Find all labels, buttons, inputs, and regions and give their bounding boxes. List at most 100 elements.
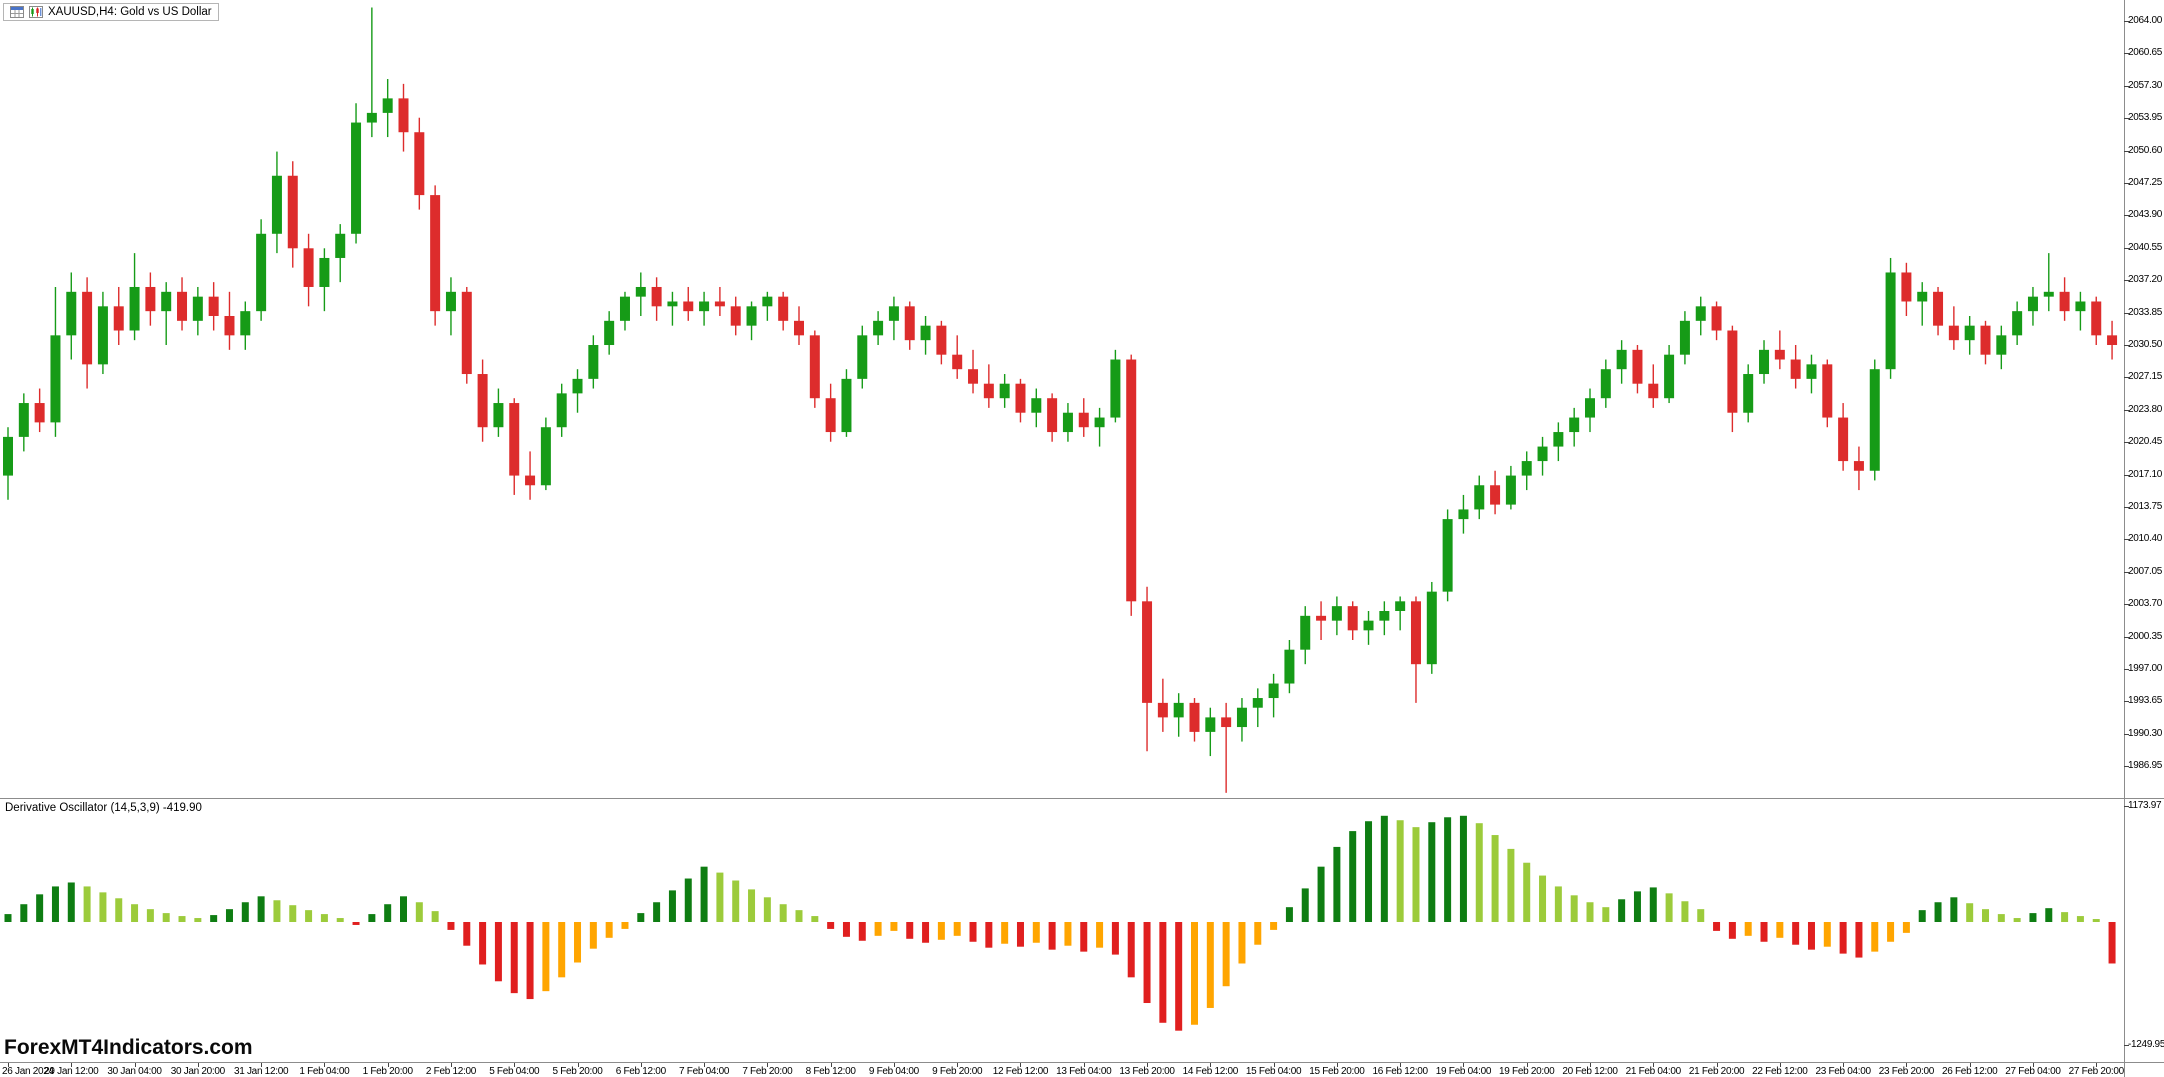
time-axis-label: 31 Jan 12:00 bbox=[233, 1066, 289, 1077]
price-axis-label: 1990.30 bbox=[2128, 727, 2163, 739]
candle bbox=[2043, 253, 2054, 312]
oscillator-bar bbox=[1807, 922, 1815, 950]
candle bbox=[1679, 311, 1690, 365]
oscillator-bar bbox=[352, 922, 360, 925]
candle bbox=[192, 286, 203, 336]
candle bbox=[699, 291, 710, 326]
candle bbox=[604, 311, 615, 355]
candle bbox=[493, 388, 504, 437]
candle bbox=[256, 219, 267, 321]
price-axis-label: 2013.75 bbox=[2128, 501, 2163, 513]
oscillator-bar bbox=[653, 902, 661, 922]
price-axis-tick bbox=[2124, 21, 2129, 22]
oscillator-bar bbox=[668, 890, 676, 922]
oscillator-bar bbox=[1950, 897, 1958, 922]
candle bbox=[730, 296, 741, 336]
time-axis-label: 22 Feb 12:00 bbox=[1752, 1066, 1808, 1077]
price-chart-canvas[interactable] bbox=[0, 0, 2124, 798]
oscillator-bar bbox=[463, 922, 471, 946]
oscillator-bar bbox=[115, 898, 123, 922]
candle bbox=[1727, 325, 1738, 433]
oscillator-bar bbox=[795, 910, 803, 922]
time-axis-tick bbox=[2032, 1063, 2034, 1067]
oscillator-bar bbox=[922, 922, 930, 943]
price-axis-tick bbox=[2124, 312, 2129, 314]
candle bbox=[1964, 315, 1975, 355]
pane-separator[interactable] bbox=[0, 798, 2164, 799]
time-axis-label: 13 Feb 04:00 bbox=[1056, 1066, 1112, 1077]
time-axis-label: 21 Feb 04:00 bbox=[1625, 1066, 1682, 1077]
time-axis-label: 20 Feb 12:00 bbox=[1562, 1066, 1618, 1077]
candle bbox=[556, 383, 567, 437]
indicator-pane-canvas[interactable] bbox=[0, 799, 2124, 1062]
watermark-text: ForexMT4Indicators.com bbox=[4, 1036, 253, 1059]
time-axis-label: 14 Feb 12:00 bbox=[1182, 1066, 1239, 1077]
candle bbox=[762, 291, 773, 321]
oscillator-bar bbox=[589, 922, 597, 949]
time-axis-tick bbox=[1336, 1063, 1338, 1067]
candle bbox=[3, 427, 13, 500]
price-axis-label: 2057.30 bbox=[2128, 79, 2163, 91]
oscillator-bar bbox=[210, 915, 218, 922]
oscillator-bar bbox=[257, 896, 265, 922]
oscillator-bar bbox=[162, 913, 170, 922]
oscillator-bar bbox=[763, 897, 771, 922]
time-axis-tick bbox=[261, 1063, 263, 1067]
candle bbox=[1853, 446, 1864, 491]
oscillator-bar bbox=[1728, 922, 1736, 939]
oscillator-bar bbox=[526, 922, 534, 1000]
time-axis-tick bbox=[1400, 1063, 1402, 1067]
oscillator-bar bbox=[1111, 922, 1119, 955]
candle bbox=[2059, 277, 2070, 321]
candle bbox=[1505, 465, 1516, 510]
oscillator-bar bbox=[1934, 902, 1942, 922]
oscillator-bar bbox=[1032, 922, 1040, 943]
price-axis-label: 2007.05 bbox=[2128, 565, 2163, 577]
candle bbox=[430, 185, 441, 326]
oscillator-bar bbox=[2092, 919, 2100, 922]
candle bbox=[888, 296, 899, 341]
time-axis-tick bbox=[71, 1063, 73, 1067]
candle bbox=[1790, 345, 1801, 389]
oscillator-bar bbox=[1048, 922, 1056, 950]
chart-list-icon[interactable] bbox=[10, 6, 24, 18]
price-axis-tick bbox=[2124, 183, 2129, 184]
oscillator-bar bbox=[368, 914, 376, 922]
time-axis-label: 27 Feb 04:00 bbox=[2005, 1066, 2061, 1077]
oscillator-bar bbox=[1380, 815, 1388, 922]
oscillator-bar bbox=[1127, 922, 1135, 978]
candle bbox=[287, 161, 298, 268]
candle bbox=[2012, 301, 2023, 346]
oscillator-bar bbox=[1523, 862, 1531, 922]
price-axis-label: 2020.45 bbox=[2128, 436, 2163, 448]
time-axis-label: 5 Feb 20:00 bbox=[552, 1066, 603, 1077]
oscillator-bar bbox=[1823, 922, 1831, 947]
price-axis-label: 1997.00 bbox=[2128, 663, 2163, 675]
oscillator-bar bbox=[605, 922, 613, 938]
oscillator-bar bbox=[1175, 922, 1183, 1031]
time-axis-label: 27 Feb 20:00 bbox=[2068, 1066, 2125, 1077]
candle bbox=[1901, 262, 1912, 316]
oscillator-bar bbox=[1554, 886, 1562, 922]
candle bbox=[1395, 596, 1406, 631]
oscillator-bar bbox=[1902, 922, 1910, 933]
time-axis-label: 1 Feb 20:00 bbox=[362, 1066, 413, 1077]
candle bbox=[857, 325, 868, 389]
price-axis-tick bbox=[2124, 85, 2129, 87]
oscillator-bar bbox=[953, 922, 961, 936]
price-axis-tick bbox=[2124, 280, 2129, 282]
candlestick-chart-icon[interactable] bbox=[29, 6, 43, 18]
candle bbox=[1948, 306, 1959, 350]
time-axis-label: 7 Feb 20:00 bbox=[742, 1066, 793, 1077]
candle bbox=[873, 311, 884, 346]
oscillator-bar bbox=[1222, 922, 1230, 987]
candle bbox=[1157, 678, 1168, 732]
candle bbox=[1616, 340, 1627, 384]
time-axis-tick bbox=[134, 1063, 136, 1067]
candle bbox=[1632, 345, 1643, 394]
candle bbox=[1379, 601, 1390, 636]
candle bbox=[1521, 451, 1532, 491]
oscillator-bar bbox=[431, 911, 439, 922]
candle bbox=[351, 103, 362, 244]
price-axis-tick bbox=[2124, 669, 2129, 671]
